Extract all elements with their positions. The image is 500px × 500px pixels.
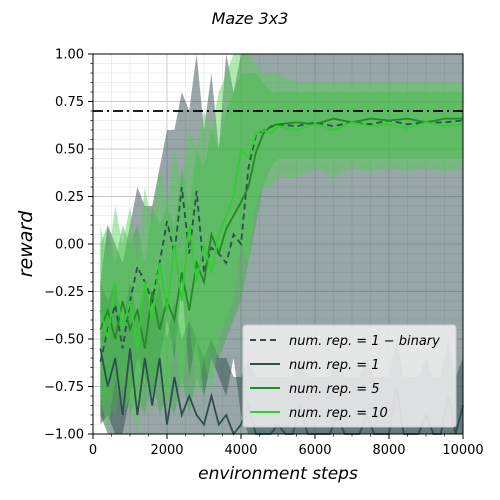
- x-tick-label: 6000: [298, 443, 331, 458]
- y-tick-label: 0.75: [55, 95, 84, 110]
- y-tick-label: 0.50: [55, 143, 84, 158]
- legend-box: [242, 324, 457, 428]
- chart-title: Maze 3x3: [212, 9, 289, 28]
- legend-label: num. rep. = 1: [289, 358, 380, 373]
- x-axis: 0 2000 4000 6000 8000 10000: [89, 434, 484, 458]
- y-tick-label: −0.50: [44, 333, 84, 348]
- y-tick-label: −0.25: [44, 285, 84, 300]
- x-tick-label: 10000: [442, 443, 483, 458]
- legend: num. rep. = 1 − binary num. rep. = 1 num. …: [242, 324, 457, 428]
- y-tick-label: 0.25: [55, 190, 84, 205]
- x-axis-label: environment steps: [198, 464, 358, 484]
- series-line-3: [99, 121, 464, 349]
- series-lines: [99, 117, 464, 436]
- series-line-2: [99, 117, 463, 349]
- y-tick-label: 0.00: [55, 238, 84, 253]
- series-band-3: [100, 54, 464, 434]
- y-tick-label: −0.75: [44, 380, 84, 395]
- legend-label: num. rep. = 5: [289, 382, 380, 397]
- series-band-2: [100, 73, 464, 415]
- x-tick-label: 8000: [372, 443, 405, 458]
- x-tick-label: 4000: [224, 443, 257, 458]
- y-axis: −1.00 −0.75 −0.50 −0.25 0.00 0.25 0.50 0.75 1.00: [44, 48, 93, 443]
- legend-label: num. rep. = 1 − binary: [289, 334, 440, 349]
- y-tick-label: −1.00: [44, 428, 84, 443]
- x-tick-label: 0: [89, 443, 97, 458]
- y-axis-label: reward: [15, 210, 37, 277]
- legend-label: num. rep. = 10: [289, 406, 388, 421]
- x-tick-label: 2000: [150, 443, 183, 458]
- y-tick-label: 1.00: [55, 48, 84, 63]
- series-line-0: [99, 119, 464, 363]
